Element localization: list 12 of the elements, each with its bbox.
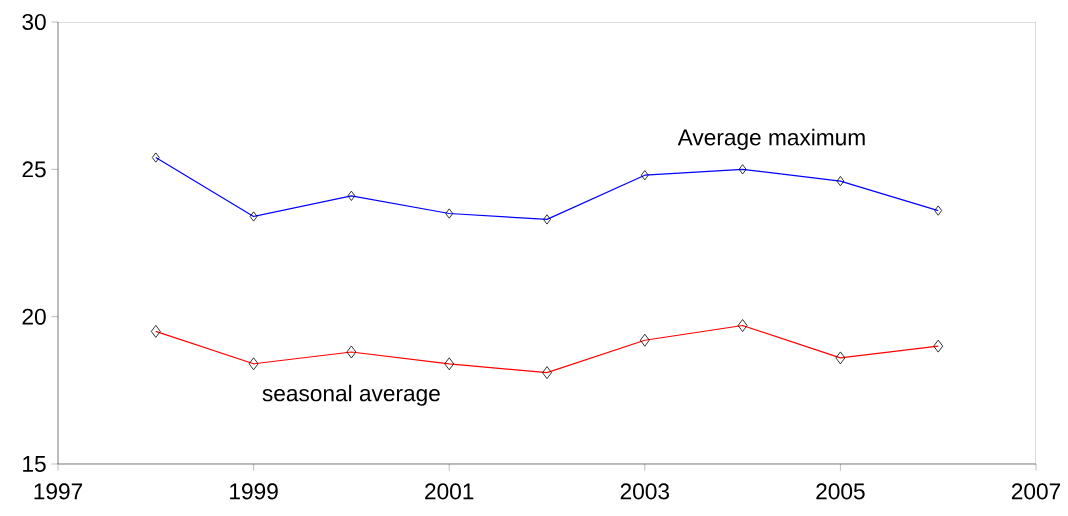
y-tick-label: 15 xyxy=(23,456,46,472)
x-tick-label: 1999 xyxy=(230,483,278,500)
x-tick-label: 2007 xyxy=(1011,483,1061,500)
series-label: Average maximum xyxy=(677,128,865,150)
y-tick-label: 20 xyxy=(22,308,46,325)
x-tick-label: 2001 xyxy=(425,483,474,500)
x-tick-label: 2005 xyxy=(816,483,865,500)
series-label: seasonal average xyxy=(262,384,440,406)
y-tick-label: 30 xyxy=(22,13,46,31)
x-tick-label: 2003 xyxy=(620,483,669,500)
y-tick-label: 25 xyxy=(22,161,46,178)
x-tick-label: 1997 xyxy=(34,483,83,500)
